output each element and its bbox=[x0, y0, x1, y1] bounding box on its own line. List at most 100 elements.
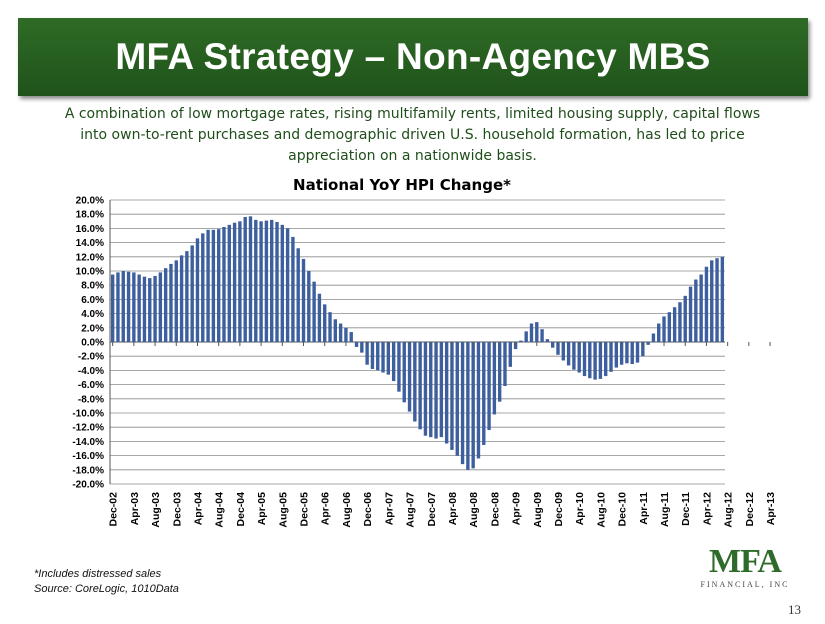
bar bbox=[519, 340, 523, 342]
bar bbox=[132, 272, 136, 342]
bar bbox=[699, 274, 703, 342]
bar bbox=[619, 342, 624, 365]
y-tick-label: 12.0% bbox=[76, 252, 104, 263]
bar-series bbox=[110, 216, 725, 470]
bar bbox=[163, 268, 168, 342]
x-tick-label: Aug-11 bbox=[659, 492, 671, 527]
y-tick-label: 14.0% bbox=[76, 238, 104, 249]
bar bbox=[121, 271, 125, 342]
bar bbox=[529, 323, 534, 342]
x-tick-label: Dec-09 bbox=[553, 492, 565, 527]
bar bbox=[556, 342, 560, 355]
bar bbox=[126, 271, 131, 342]
subtitle-line-1: A combination of low mortgage rates, ris… bbox=[64, 106, 761, 122]
x-tick-label: Dec-04 bbox=[235, 492, 247, 527]
bar bbox=[487, 342, 491, 431]
x-tick-label: Apr-13 bbox=[765, 492, 777, 525]
bar bbox=[365, 342, 369, 365]
bar bbox=[285, 228, 290, 342]
bar bbox=[391, 342, 396, 382]
subtitle: A combination of low mortgage rates, ris… bbox=[40, 104, 785, 167]
x-tick-label: Aug-09 bbox=[532, 492, 544, 528]
y-tick-label: 6.0% bbox=[81, 295, 104, 306]
bar bbox=[259, 221, 263, 342]
footnote: *Includes distressed sales bbox=[34, 568, 162, 580]
bar bbox=[413, 342, 417, 422]
y-axis: -20.0% -18.0% -16.0% -14.0% -12.0% -10.0% -8.0… bbox=[72, 196, 104, 491]
bar bbox=[386, 342, 391, 375]
x-tick-label: Apr-03 bbox=[129, 492, 141, 525]
bar bbox=[471, 342, 475, 469]
x-tick-label: Dec-12 bbox=[744, 492, 756, 527]
bar bbox=[657, 323, 661, 342]
bar bbox=[688, 286, 693, 342]
bar bbox=[434, 342, 438, 439]
bar bbox=[460, 342, 465, 465]
x-tick-label: Apr-10 bbox=[574, 492, 586, 525]
x-tick-label: Apr-07 bbox=[383, 492, 395, 525]
y-tick-label: -12.0% bbox=[72, 423, 104, 434]
bar bbox=[254, 219, 258, 342]
bar bbox=[667, 312, 672, 342]
y-tick-label: 20.0% bbox=[76, 196, 104, 207]
bar bbox=[397, 342, 401, 392]
bar bbox=[270, 219, 274, 342]
bar bbox=[307, 271, 311, 342]
bar bbox=[482, 342, 486, 445]
bar bbox=[598, 342, 603, 379]
x-tick-label: Dec-06 bbox=[362, 492, 374, 527]
bar bbox=[582, 342, 587, 377]
bar bbox=[110, 274, 115, 342]
bar bbox=[317, 293, 322, 342]
bar bbox=[641, 342, 645, 357]
y-tick-label: -8.0% bbox=[78, 394, 104, 405]
x-axis: Dec-02 Apr-03 Aug-03 Dec-03 Apr-04 Aug-04 Dec-… bbox=[108, 342, 777, 528]
bar bbox=[561, 342, 565, 361]
y-tick-label: -16.0% bbox=[72, 451, 104, 462]
bar bbox=[439, 342, 444, 438]
x-tick-label: Apr-11 bbox=[638, 492, 650, 525]
page-title: MFA Strategy – Non-Agency MBS bbox=[115, 36, 711, 77]
bar bbox=[174, 260, 178, 342]
bar bbox=[720, 256, 725, 342]
bar bbox=[710, 260, 714, 342]
source-note: Source: CoreLogic, 1010Data bbox=[34, 583, 179, 595]
bar bbox=[185, 251, 189, 342]
bar bbox=[609, 342, 613, 372]
bar bbox=[216, 229, 221, 342]
bar bbox=[588, 342, 592, 379]
bar bbox=[492, 342, 497, 415]
bar bbox=[211, 229, 216, 342]
bar bbox=[227, 224, 231, 342]
bar bbox=[402, 342, 406, 403]
chart-title: National YoY HPI Change* bbox=[293, 176, 511, 194]
bar bbox=[344, 327, 348, 342]
bar bbox=[466, 342, 470, 470]
bar bbox=[646, 342, 650, 345]
y-tick-label: -4.0% bbox=[78, 366, 104, 377]
bar bbox=[296, 248, 300, 342]
bar bbox=[190, 245, 194, 342]
x-tick-label: Dec-07 bbox=[426, 492, 438, 527]
x-tick-label: Aug-07 bbox=[405, 492, 417, 528]
bar bbox=[566, 342, 571, 366]
x-tick-label: Aug-04 bbox=[214, 492, 226, 528]
bar bbox=[508, 342, 512, 367]
bar bbox=[248, 216, 253, 342]
page-number: 13 bbox=[788, 602, 801, 617]
bar bbox=[672, 307, 677, 342]
bar bbox=[577, 342, 581, 373]
bar bbox=[545, 339, 550, 342]
bar bbox=[450, 342, 454, 450]
gridlines bbox=[109, 199, 725, 485]
y-tick-label: 10.0% bbox=[76, 267, 104, 278]
bar bbox=[201, 233, 205, 342]
bar bbox=[418, 342, 422, 430]
x-tick-label: Aug-12 bbox=[723, 492, 735, 528]
bar bbox=[635, 342, 640, 363]
bar bbox=[381, 342, 385, 373]
x-tick-label: Apr-09 bbox=[511, 492, 523, 525]
bar bbox=[116, 272, 120, 342]
bar bbox=[455, 342, 459, 456]
bar bbox=[715, 258, 719, 342]
